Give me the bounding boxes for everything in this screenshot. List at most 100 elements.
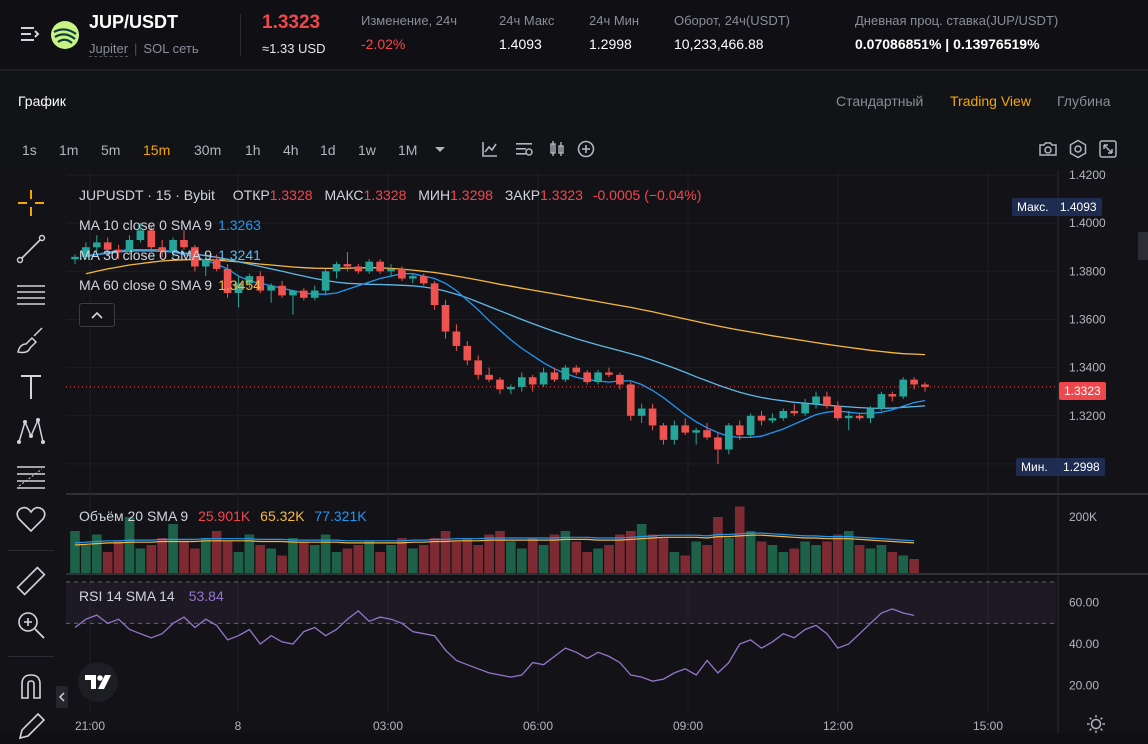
candle <box>234 276 243 308</box>
volume-legend[interactable]: Объём 20 SMA 9 25.901K 65.32K 77.321K <box>79 508 367 524</box>
plus-circle-icon[interactable] <box>576 139 596 159</box>
chart-area[interactable]: 1.4200 1.4000 1.3800 1.3600 1.3400 1.3200 200K… <box>0 168 1148 733</box>
ma10-legend[interactable]: MA 10 close 0 SMA 9 1.3263 <box>79 217 261 233</box>
candle <box>659 422 668 445</box>
brush-icon[interactable] <box>14 324 48 358</box>
volume-bar <box>625 531 636 573</box>
timeframe-15m[interactable]: 15m <box>143 142 171 158</box>
candle <box>114 244 123 260</box>
candle-body <box>485 374 493 380</box>
volume-bar <box>70 531 80 573</box>
volume-bar <box>527 538 538 573</box>
timeframe-1s[interactable]: 1s <box>22 142 37 158</box>
candle <box>670 420 679 445</box>
ruler-icon[interactable] <box>14 564 48 598</box>
timeframe-4h[interactable]: 4h <box>283 142 299 158</box>
legend-collapse-button[interactable] <box>79 303 115 327</box>
stat-low: 24ч Мин 1.2998 <box>589 13 639 52</box>
fib-icon[interactable] <box>14 460 48 494</box>
chevron-down-icon[interactable] <box>430 139 450 159</box>
ma30-legend[interactable]: MA 30 close 0 SMA 9 1.3241 <box>79 247 261 263</box>
timeframe-1h[interactable]: 1h <box>245 142 261 158</box>
volume-bar <box>898 555 909 573</box>
horizontal-lines-icon[interactable] <box>14 278 48 312</box>
chart-settings-icon[interactable] <box>514 139 534 159</box>
timeframe-1w[interactable]: 1w <box>358 142 376 158</box>
timeframe-1M[interactable]: 1M <box>398 142 418 158</box>
camera-icon[interactable] <box>1038 139 1058 159</box>
candle <box>790 403 799 416</box>
toolbar-collapse-button[interactable] <box>56 686 68 708</box>
volume-bar <box>680 555 691 573</box>
timeframe-5m[interactable]: 5m <box>101 142 121 158</box>
candle <box>310 285 319 301</box>
time-tick-label: 06:00 <box>523 719 553 733</box>
menu-icon[interactable] <box>20 24 40 44</box>
tradingview-logo[interactable] <box>78 662 118 702</box>
ma60-legend[interactable]: MA 60 close 0 SMA 9 1.3454 <box>79 277 261 293</box>
volume-bar <box>636 524 647 573</box>
timeframe-1d[interactable]: 1d <box>320 142 336 158</box>
price-scrollbar[interactable] <box>1138 232 1148 260</box>
candles-icon[interactable] <box>547 139 567 159</box>
indicator-icon[interactable] <box>480 139 500 159</box>
candle-body <box>354 266 363 272</box>
candle-body <box>877 394 886 409</box>
magnet-icon[interactable] <box>14 670 48 704</box>
text-icon[interactable] <box>14 370 48 404</box>
volume-bar <box>211 531 222 573</box>
volume-bar <box>473 545 484 573</box>
candle <box>888 391 897 402</box>
volume-bar <box>506 541 516 573</box>
candle <box>910 377 918 390</box>
volume-bar <box>266 548 276 573</box>
volume-bar <box>647 534 658 573</box>
heart-icon[interactable] <box>14 502 48 536</box>
min-tag-label: Мин. <box>1021 460 1048 474</box>
candle <box>823 391 831 409</box>
candle-body <box>855 415 864 419</box>
stat-high-value: 1.4093 <box>499 36 542 52</box>
gear-icon[interactable] <box>1068 139 1088 159</box>
rsi-legend[interactable]: RSI 14 SMA 14 53.84 <box>79 588 224 604</box>
low-value: 1.3298 <box>450 187 493 203</box>
candle-body <box>539 372 548 385</box>
timeframe-30m[interactable]: 30m <box>194 142 222 158</box>
chart-canvas[interactable]: 1.4200 1.4000 1.3800 1.3600 1.3400 1.3200 200K… <box>0 168 1148 733</box>
timeframe-1m[interactable]: 1m <box>59 142 79 158</box>
candle-body <box>659 425 668 440</box>
candle-body <box>452 331 461 346</box>
tab-standard[interactable]: Стандартный <box>836 93 924 109</box>
candle-body <box>692 430 700 433</box>
candle <box>899 377 908 399</box>
volume-bar <box>244 534 255 573</box>
stat-high-label: 24ч Макс <box>499 13 555 28</box>
pattern-icon[interactable] <box>14 414 48 448</box>
volume-bar <box>418 545 429 573</box>
tab-tradingview[interactable]: Trading View <box>950 93 1031 109</box>
candle <box>779 408 788 421</box>
pair-name[interactable]: JUP/USDT <box>89 12 179 32</box>
pencil-icon[interactable] <box>14 710 48 744</box>
crosshair-icon[interactable] <box>14 186 48 220</box>
time-tick-label: 21:00 <box>75 719 105 733</box>
price-tick-label: 1.3200 <box>1069 409 1106 423</box>
candle <box>158 240 166 257</box>
price-tick-label: 1.4000 <box>1069 216 1106 230</box>
sun-icon[interactable] <box>1086 714 1106 734</box>
trend-line-icon[interactable] <box>14 232 48 266</box>
zoom-icon[interactable] <box>14 608 48 642</box>
volume-bar <box>582 552 592 573</box>
volume-bar <box>299 541 309 573</box>
fullscreen-icon[interactable] <box>1098 139 1118 159</box>
project-name[interactable]: Jupiter <box>89 41 129 57</box>
candle <box>245 273 254 289</box>
stat-apr-label[interactable]: Дневная проц. ставка(JUP/USDT) <box>855 13 1059 28</box>
candle <box>92 235 101 253</box>
tab-depth[interactable]: Глубина <box>1057 93 1111 109</box>
price-tick-label: 1.4200 <box>1069 170 1106 182</box>
rsi-band <box>66 582 1056 624</box>
volume-bar <box>822 541 832 573</box>
candle <box>278 280 286 298</box>
candle <box>376 259 384 274</box>
